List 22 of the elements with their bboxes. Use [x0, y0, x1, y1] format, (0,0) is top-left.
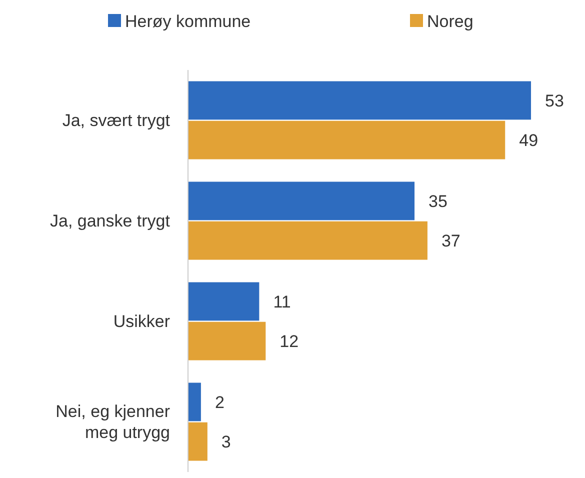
y-tick-label: Ja, ganske trygt: [50, 212, 170, 231]
bar: [188, 221, 428, 260]
bar: [188, 182, 415, 220]
data-label: 12: [280, 332, 299, 352]
bar: [188, 120, 506, 160]
data-label: 3: [221, 432, 231, 452]
data-label: 53: [545, 91, 564, 110]
y-tick-label: Ja, svært trygt: [62, 111, 170, 130]
data-label: 49: [519, 131, 538, 150]
y-tick-label: Usikker: [113, 312, 170, 332]
bar: [188, 382, 201, 422]
bar: [188, 81, 531, 120]
bar: [188, 282, 260, 321]
y-tick-label: Nei, eg kjenner meg utrygg: [56, 402, 170, 442]
bar: [188, 322, 266, 360]
data-label: 35: [428, 192, 448, 211]
data-label: 2: [214, 392, 224, 412]
legend-label: Herøy kommune: [125, 12, 251, 31]
data-label: 11: [273, 292, 291, 312]
legend-label: Noreg: [427, 12, 474, 31]
data-label: 37: [441, 232, 460, 251]
bar: [188, 422, 208, 461]
